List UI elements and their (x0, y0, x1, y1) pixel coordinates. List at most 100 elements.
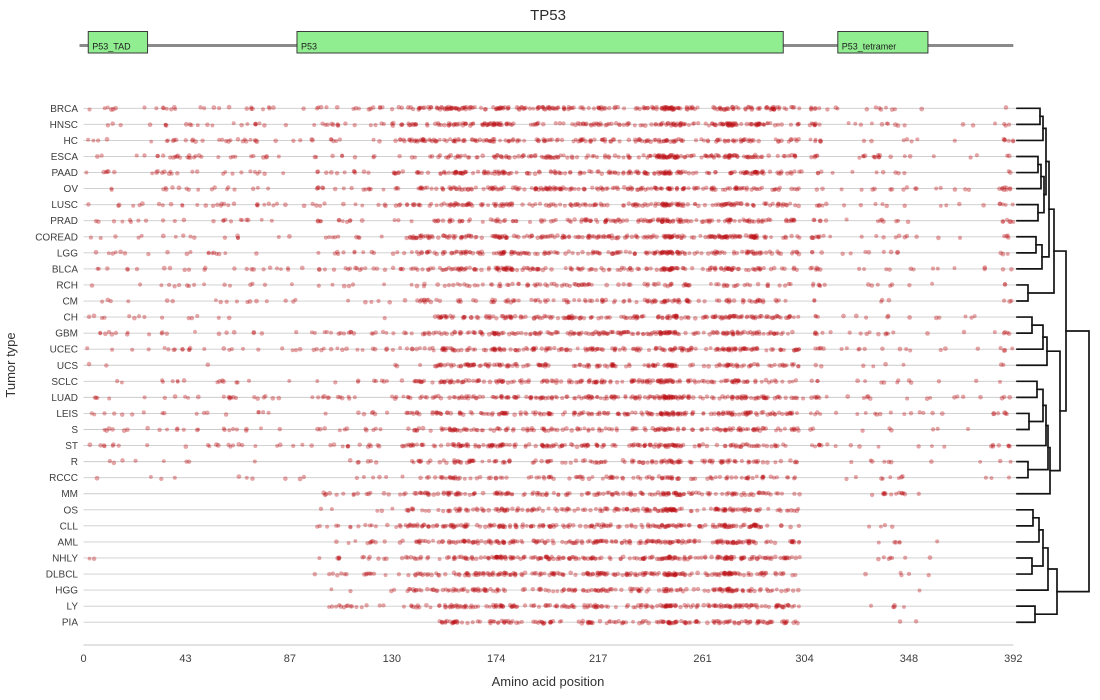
mutation-point (812, 394, 817, 399)
mutation-point (717, 314, 722, 320)
mutation-point (417, 411, 422, 417)
mutation-point (528, 122, 533, 127)
mutation-point (621, 170, 626, 175)
mutation-point (275, 266, 279, 271)
mutation-point (667, 169, 672, 174)
mutation-point (876, 444, 881, 449)
mutation-point (997, 201, 1003, 207)
mutation-point (458, 171, 463, 176)
mutation-point (595, 330, 600, 335)
mutation-point (626, 186, 631, 192)
mutation-point (575, 201, 580, 207)
mutation-point (390, 123, 396, 128)
mutation-point (325, 395, 330, 400)
mutation-point (631, 332, 636, 337)
mutation-point (895, 249, 901, 255)
row-gridlines (83, 107, 1016, 623)
mutation-point (690, 362, 696, 368)
mutation-point (89, 411, 94, 416)
mutation-point (820, 203, 825, 208)
mutation-point (737, 219, 742, 223)
mutation-point (745, 379, 750, 384)
mutation-point (234, 380, 239, 385)
mutation-point (503, 138, 508, 143)
mutation-point (930, 281, 935, 286)
mutation-point (581, 186, 587, 192)
mutation-point (372, 346, 378, 352)
mutation-point (579, 330, 584, 335)
mutation-point (666, 379, 671, 384)
mutation-point (755, 121, 761, 127)
mutation-point (398, 267, 403, 272)
mutation-point (439, 105, 445, 110)
mutation-point (414, 346, 419, 352)
mutation-point (380, 329, 386, 335)
mutation-point (522, 235, 526, 239)
mutation-point (680, 138, 686, 143)
mutation-point (216, 251, 222, 257)
mutation-point (808, 137, 813, 142)
mutation-point (623, 249, 628, 254)
mutation-point (436, 235, 441, 240)
mutation-point (723, 378, 729, 384)
mutation-point (481, 169, 487, 175)
mutation-point (685, 153, 690, 158)
mutation-point (352, 395, 357, 400)
mutation-point (492, 171, 497, 176)
mutation-point (147, 332, 152, 337)
mutation-point (448, 122, 453, 127)
domain-box (296, 31, 784, 54)
mutation-point (429, 233, 434, 239)
mutation-point (481, 122, 486, 127)
mutation-point (430, 380, 435, 385)
mutation-point (494, 106, 500, 111)
mutation-point (545, 138, 550, 143)
mutation-point (733, 314, 739, 319)
mutation-point (853, 313, 859, 319)
mutation-point (409, 155, 415, 160)
mutation-point (419, 442, 424, 447)
mutation-point (196, 187, 201, 192)
mutation-point (501, 346, 507, 352)
mutation-point (615, 104, 621, 110)
mutation-point (907, 153, 913, 159)
mutation-point (681, 427, 686, 432)
mutation-point (627, 121, 632, 126)
mutation-point (478, 105, 484, 110)
mutation-point (705, 268, 710, 272)
mutation-point (671, 153, 676, 158)
mutation-point (655, 154, 660, 158)
mutation-point (1001, 136, 1007, 142)
mutation-point (522, 138, 527, 143)
mutation-point (638, 123, 643, 128)
mutation-point (597, 410, 602, 415)
mutation-point (724, 106, 730, 111)
mutation-point (813, 139, 818, 144)
mutation-point (669, 105, 674, 110)
mutation-point (253, 138, 259, 143)
mutation-point (182, 267, 187, 273)
mutation-point (694, 185, 699, 190)
mutation-point (599, 315, 604, 320)
mutation-point (113, 105, 119, 111)
mutation-point (471, 394, 476, 399)
mutation-point (667, 187, 672, 192)
mutation-point (462, 169, 467, 175)
mutation-point (557, 121, 563, 126)
mutation-point (658, 267, 664, 273)
mutation-point (572, 217, 577, 222)
mutation-point (727, 426, 732, 431)
mutation-point (745, 202, 750, 207)
mutation-point (703, 314, 708, 319)
mutation-point (410, 121, 415, 127)
mutation-point (447, 185, 452, 190)
mutation-point (540, 105, 545, 110)
mutation-point (615, 186, 621, 192)
mutation-point (598, 185, 604, 191)
mutation-point (526, 283, 531, 288)
mutation-point (884, 203, 890, 209)
mutation-point (620, 379, 625, 384)
mutation-point (85, 346, 90, 351)
mutation-point (190, 137, 196, 143)
mutation-point (662, 298, 667, 304)
